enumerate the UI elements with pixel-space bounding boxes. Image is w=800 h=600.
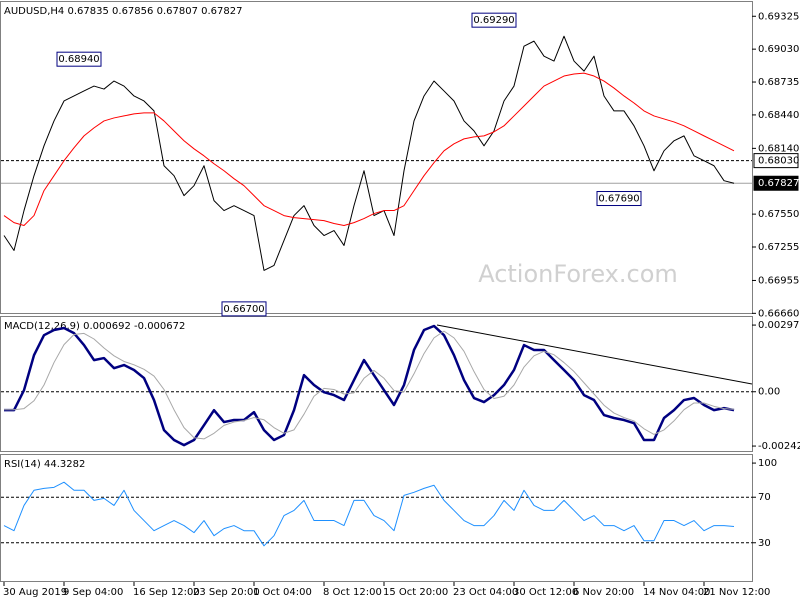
x-tick-label: 21 Nov 12:00 — [703, 587, 770, 598]
series-line — [4, 330, 735, 440]
series-line — [3, 72, 735, 226]
price-annotation-box — [471, 12, 517, 28]
indicator-name: MACD(12,26,9) — [4, 321, 80, 332]
y-tick-label: 0.66660 — [758, 308, 799, 319]
macd-reading: 0.000692 — [83, 321, 131, 332]
y-tick-label: 100 — [758, 458, 777, 469]
y-tick-label: 0.69325 — [758, 11, 799, 22]
x-tick-label: 6 Nov 20:00 — [573, 587, 634, 598]
watermark: ActionForex.com — [478, 260, 678, 288]
price-annotation: 0.67690 — [598, 194, 639, 205]
open: 0.67835 — [67, 6, 108, 17]
y-tick-label: 0.68735 — [758, 77, 799, 88]
close: 0.67827 — [201, 6, 242, 17]
price-annotation-box — [596, 191, 642, 207]
series-line — [3, 481, 735, 547]
macd-panel — [0, 316, 753, 452]
trendline — [436, 324, 753, 385]
low: 0.67807 — [157, 6, 198, 17]
rsi-header: RSI(14) 44.3282 — [4, 459, 85, 470]
x-tick-label: 8 Oct 12:00 — [323, 587, 382, 598]
level-box — [753, 175, 799, 191]
y-tick-label: 0.67255 — [758, 242, 799, 253]
level-box — [753, 153, 799, 169]
series-line — [3, 35, 735, 271]
y-tick-label: -0.00242 — [758, 441, 800, 452]
rsi-panel — [0, 454, 753, 582]
price-annotation: 0.69290 — [473, 15, 514, 26]
series-line — [4, 324, 735, 447]
x-tick-label: 1 Oct 04:00 — [253, 587, 312, 598]
y-tick-label: 0.69030 — [758, 44, 799, 55]
x-tick-label: 30 Oct 12:00 — [513, 587, 578, 598]
x-tick-label: 30 Aug 2019 — [3, 587, 67, 598]
rsi-reading: 44.3282 — [44, 459, 85, 470]
indicator-name: RSI(14) — [4, 459, 41, 470]
signal-reading: -0.000672 — [134, 321, 185, 332]
y-tick-label: 0.66955 — [758, 275, 799, 286]
y-tick-label: 0.00297 — [758, 320, 799, 331]
x-tick-label: 23 Oct 04:00 — [453, 587, 518, 598]
price-annotation-box — [221, 301, 267, 317]
x-tick-label: 9 Sep 04:00 — [63, 587, 123, 598]
y-tick-label: 0.67550 — [758, 209, 799, 220]
x-tick-label: 15 Oct 20:00 — [383, 587, 448, 598]
y-tick-label: 0.68140 — [758, 143, 799, 154]
y-tick-label: 70 — [758, 492, 771, 503]
macd-header: MACD(12,26,9) 0.000692 -0.000672 — [4, 321, 185, 332]
price-header: AUDUSD,H4 0.67835 0.67856 0.67807 0.6782… — [4, 6, 242, 17]
level-label: 0.68030 — [758, 156, 799, 167]
symbol: AUDUSD,H4 — [4, 6, 64, 17]
x-tick-label: 23 Sep 20:00 — [193, 587, 260, 598]
y-tick-label: 0.00 — [758, 387, 780, 398]
y-tick-label: 0.68440 — [758, 110, 799, 121]
price-annotation-box — [56, 51, 102, 67]
x-tick-label: 16 Sep 12:00 — [133, 587, 200, 598]
y-tick-label: 30 — [758, 538, 771, 549]
level-label: 0.67827 — [758, 178, 799, 189]
price-annotation: 0.68940 — [58, 54, 99, 65]
x-tick-label: 14 Nov 04:00 — [643, 587, 710, 598]
price-panel — [0, 1, 753, 314]
price-annotation: 0.66700 — [223, 304, 264, 315]
high: 0.67856 — [112, 6, 153, 17]
